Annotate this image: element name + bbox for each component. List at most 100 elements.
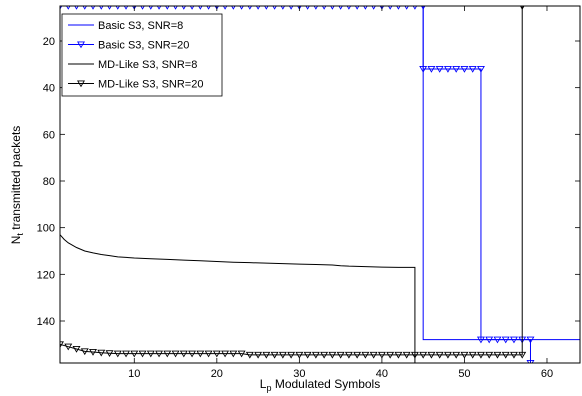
series-marker-3 <box>402 351 411 359</box>
y-tick-label: 120 <box>37 269 55 281</box>
series-line-1 <box>60 6 531 363</box>
y-axis-label: Nt transmitted packets <box>9 126 25 245</box>
legend-item-3: MD-Like S3, SNR=20 <box>68 79 203 91</box>
series-marker-3 <box>212 350 221 358</box>
y-axis-label-sub: t <box>15 233 25 236</box>
series-marker-3 <box>386 351 395 359</box>
series-marker-3 <box>518 351 527 359</box>
series-marker-1 <box>526 359 535 363</box>
series-marker-3 <box>278 351 287 359</box>
series-marker-3 <box>204 350 213 358</box>
series-marker-3 <box>179 350 188 358</box>
x-tick-label: 10 <box>128 368 140 380</box>
y-tick-label: 60 <box>43 129 55 141</box>
series-marker-3 <box>328 351 337 359</box>
series-marker-3 <box>303 351 312 359</box>
series-marker-3 <box>155 350 164 358</box>
series-marker-3 <box>443 351 452 359</box>
series-marker-3 <box>72 345 81 353</box>
series-marker-3 <box>163 350 172 358</box>
series-marker-1 <box>509 336 518 344</box>
series-marker-3 <box>460 351 469 359</box>
series-marker-3 <box>138 350 147 358</box>
series-marker-3 <box>229 350 238 358</box>
series-marker-1 <box>443 65 452 73</box>
series-marker-3 <box>336 351 345 359</box>
series-marker-1 <box>476 336 485 344</box>
series-marker-3 <box>130 350 139 358</box>
x-axis-label-sub: p <box>266 383 271 393</box>
series-marker-3 <box>146 350 155 358</box>
series-marker-3 <box>171 350 180 358</box>
legend-label: Basic S3, SNR=8 <box>98 20 183 32</box>
series-marker-3 <box>485 351 494 359</box>
series-marker-1 <box>452 65 461 73</box>
series-marker-3 <box>311 351 320 359</box>
series-marker-3 <box>105 350 114 357</box>
series-marker-3 <box>262 351 271 359</box>
series-marker-3 <box>295 351 304 359</box>
x-axis-label-rest: Modulated Symbols <box>271 377 380 391</box>
series-marker-3 <box>353 351 362 359</box>
series-marker-3 <box>60 341 64 349</box>
x-tick-label: 40 <box>376 368 388 380</box>
series-marker-1 <box>526 336 535 344</box>
y-axis-label-rest: transmitted packets <box>9 126 23 233</box>
series-marker-3 <box>410 351 419 359</box>
series-marker-3 <box>89 349 98 356</box>
series-marker-3 <box>188 350 197 358</box>
series-marker-3 <box>287 351 296 359</box>
series-marker-1 <box>501 336 510 344</box>
series-marker-3 <box>361 351 370 359</box>
series-marker-3 <box>64 343 73 351</box>
series-marker-1 <box>427 65 436 73</box>
series-marker-3 <box>245 351 254 359</box>
series-2 <box>60 234 416 363</box>
series-marker-3 <box>394 351 403 359</box>
y-tick-label: 80 <box>43 176 55 188</box>
legend-label: MD-Like S3, SNR=20 <box>98 79 203 91</box>
legend-label: MD-Like S3, SNR=8 <box>98 59 197 71</box>
x-tick-label: 50 <box>458 368 470 380</box>
legend-label: Basic S3, SNR=20 <box>98 40 189 52</box>
series-marker-3 <box>221 350 230 358</box>
legend-marker <box>77 80 85 88</box>
series-marker-1 <box>435 65 444 73</box>
series-marker-3 <box>320 351 329 359</box>
series-marker-3 <box>452 351 461 359</box>
series-marker-3 <box>377 351 386 359</box>
legend-item-0: Basic S3, SNR=8 <box>68 20 183 32</box>
legend-item-1: Basic S3, SNR=20 <box>68 40 189 52</box>
series-marker-3 <box>113 350 122 358</box>
x-tick-label: 20 <box>211 368 223 380</box>
series-marker-3 <box>97 349 106 357</box>
series-marker-3 <box>237 350 246 358</box>
y-tick-label: 140 <box>37 316 55 328</box>
series-marker-1 <box>468 65 477 73</box>
series-marker-1 <box>476 65 485 73</box>
legend: Basic S3, SNR=8 Basic S3, SNR=20 MD-Like S… <box>61 13 223 97</box>
series-marker-3 <box>493 351 502 359</box>
legend-box <box>61 13 223 97</box>
legend-item-2: MD-Like S3, SNR=8 <box>68 59 197 71</box>
ticks-layer: 10 20 30 40 50 60 20 40 60 80 100 120 140 <box>37 6 580 380</box>
series-line-2 <box>60 234 416 363</box>
series-marker-3 <box>419 351 428 359</box>
series-marker-3 <box>509 351 518 359</box>
series-marker-3 <box>476 351 485 359</box>
y-axis-label-main: N <box>9 236 23 245</box>
series-3 <box>60 6 527 359</box>
series-marker-3 <box>254 351 263 359</box>
series-marker-3 <box>501 351 510 359</box>
y-tick-label: 20 <box>43 36 55 48</box>
y-tick-label: 40 <box>43 83 55 95</box>
series-marker-1 <box>493 336 502 344</box>
plot-frame <box>59 5 581 364</box>
series-marker-3 <box>344 351 353 359</box>
series-marker-3 <box>435 351 444 359</box>
x-tick-label: 30 <box>293 368 305 380</box>
series-marker-3 <box>270 351 279 359</box>
series-marker-1 <box>485 336 494 344</box>
series-marker-3 <box>369 351 378 359</box>
